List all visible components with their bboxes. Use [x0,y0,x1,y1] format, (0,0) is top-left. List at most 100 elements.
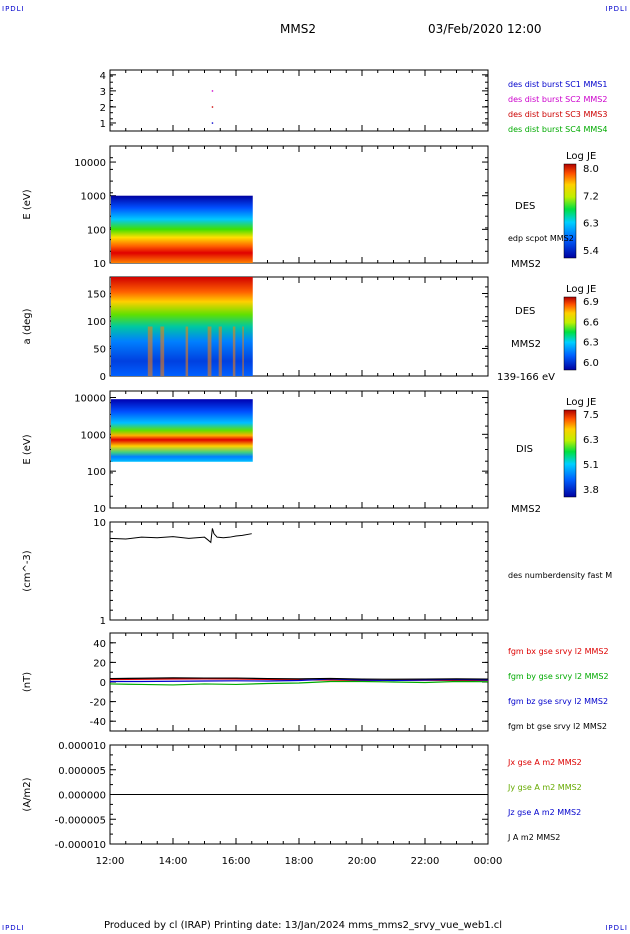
ytick-label: 40 [93,639,106,650]
legend-fgm: fgm by gse srvy l2 MMS2 [508,672,609,681]
ytick-label: 3 [100,87,106,98]
burst-point [211,90,214,92]
side-label-des_pitch: DES [515,306,535,317]
yaxis-label: E (eV) [22,434,33,464]
ytick-label: 10 [93,504,106,515]
yaxis-label: (nT) [22,672,33,692]
colorbar-tick: 7.2 [583,191,599,202]
legend-current: Jz gse A m2 MMS2 [507,808,581,817]
yaxis-label: (cm^-3) [22,550,33,591]
side-label-des_energy: DES [515,201,535,212]
corner-label-tr: IPDLI [605,5,628,13]
ytick-label: 10 [93,259,106,270]
colorbar-tick: 6.6 [583,317,599,328]
colorbar-title: Log JE [566,397,596,408]
ytick-label: 4 [100,71,106,82]
colorbar-tick: 6.3 [583,219,599,230]
colorbar-tick: 6.0 [583,358,599,369]
legend-fgm: fgm bz gse srvy l2 MMS2 [508,697,608,706]
corner-label-tl: IPDLI [2,5,25,13]
pitch-angle-stripe [218,326,222,376]
ytick-label: -20 [90,698,106,709]
burst-point [211,106,214,108]
ytick-label: 50 [93,345,106,356]
xtick-label: 00:00 [474,856,503,867]
ytick-label: 2 [100,103,106,114]
colorbar-tick: 6.3 [583,338,599,349]
ytick-label: -0.000010 [55,840,106,851]
ytick-label: 0 [100,678,106,689]
xtick-label: 12:00 [96,856,125,867]
colorbar-des_pitch [563,296,577,371]
legend-fgm: fgm bx gse srvy l2 MMS2 [508,647,609,656]
colorbar-tick: 3.8 [583,485,599,496]
fgm-line-bt [109,677,489,680]
legend-burst-sc4: des dist burst SC4 MMS4 [508,125,607,134]
spectrogram-des_pitch [111,277,253,376]
yaxis-label: (A/m2) [22,777,33,811]
ytick-label: 10 [93,518,106,529]
ytick-label: -40 [90,717,106,728]
pitch-angle-stripe [232,326,236,376]
ytick-label: 10000 [74,393,106,404]
colorbar-des_energy [563,163,577,259]
side-label-des_energy: edp scpot MMS2 [508,234,574,243]
side-label-dis_energy: MMS2 [511,504,541,515]
pitch-angle-stripe [242,326,244,376]
xtick-label: 18:00 [285,856,314,867]
ytick-label: 0.000005 [58,766,106,777]
pitch-angle-stripe [147,326,153,376]
ytick-label: 0.000010 [58,741,106,752]
panel-frame-0 [109,69,489,132]
side-label-des_pitch: MMS2 [511,339,541,350]
xtick-label: 14:00 [159,856,188,867]
yaxis-label: a (deg) [22,308,33,344]
ytick-label: 1 [100,616,106,627]
pitch-angle-stripe [185,326,189,376]
colorbar-tick: 8.0 [583,164,599,175]
side-label-des_pitch: 139-166 eV [497,372,555,383]
ytick-label: 1 [100,119,106,130]
ytick-label: 100 [87,225,106,236]
ytick-label: 100 [87,317,106,328]
legend-burst-sc1: des dist burst SC1 MMS1 [508,80,607,89]
legend-current: Jy gse A m2 MMS2 [507,783,582,792]
legend-density: des numberdensity fast M [508,571,612,580]
spacecraft-title: MMS2 [280,22,316,36]
colorbar-title: Log JE [566,284,596,295]
legend-burst-sc2: des dist burst SC2 MMS2 [508,95,607,104]
ytick-label: -0.000005 [55,815,106,826]
ytick-label: 150 [87,290,106,301]
fgm-line-bz [110,678,489,683]
datetime-title: 03/Feb/2020 12:00 [428,22,542,36]
yaxis-label: E (eV) [22,189,33,219]
burst-point [211,122,214,124]
colorbar-tick: 6.3 [583,435,599,446]
ytick-label: 10000 [74,158,106,169]
xtick-label: 20:00 [348,856,377,867]
ytick-label: 20 [93,658,106,669]
side-label-des_energy: MMS2 [511,259,541,270]
corner-label-br: IPDLI [605,924,628,932]
legend-current: Jx gse A m2 MMS2 [507,758,582,767]
ytick-label: 0 [100,372,106,383]
spectrogram-des_energy [111,195,253,263]
ytick-label: 0.000000 [58,791,106,802]
density-line [109,528,252,544]
ytick-label: 100 [87,467,106,478]
corner-label-bl: IPDLI [2,924,25,932]
legend-burst-sc3: des dist burst SC3 MMS3 [508,110,607,119]
fgm-line-by [109,680,489,686]
spectrogram-dis_energy [111,399,253,462]
colorbar-dis_energy [563,409,577,498]
colorbar-tick: 5.4 [583,246,599,257]
pitch-angle-stripe [160,326,165,376]
legend-fgm: fgm bt gse srvy l2 MMS2 [508,722,607,731]
colorbar-tick: 5.1 [583,460,599,471]
xtick-label: 22:00 [411,856,440,867]
colorbar-tick: 6.9 [583,297,599,308]
footer-text: Produced by cl (IRAP) Printing date: 13/… [104,920,503,931]
ytick-label: 1000 [81,430,106,441]
colorbar-title: Log JE [566,151,596,162]
